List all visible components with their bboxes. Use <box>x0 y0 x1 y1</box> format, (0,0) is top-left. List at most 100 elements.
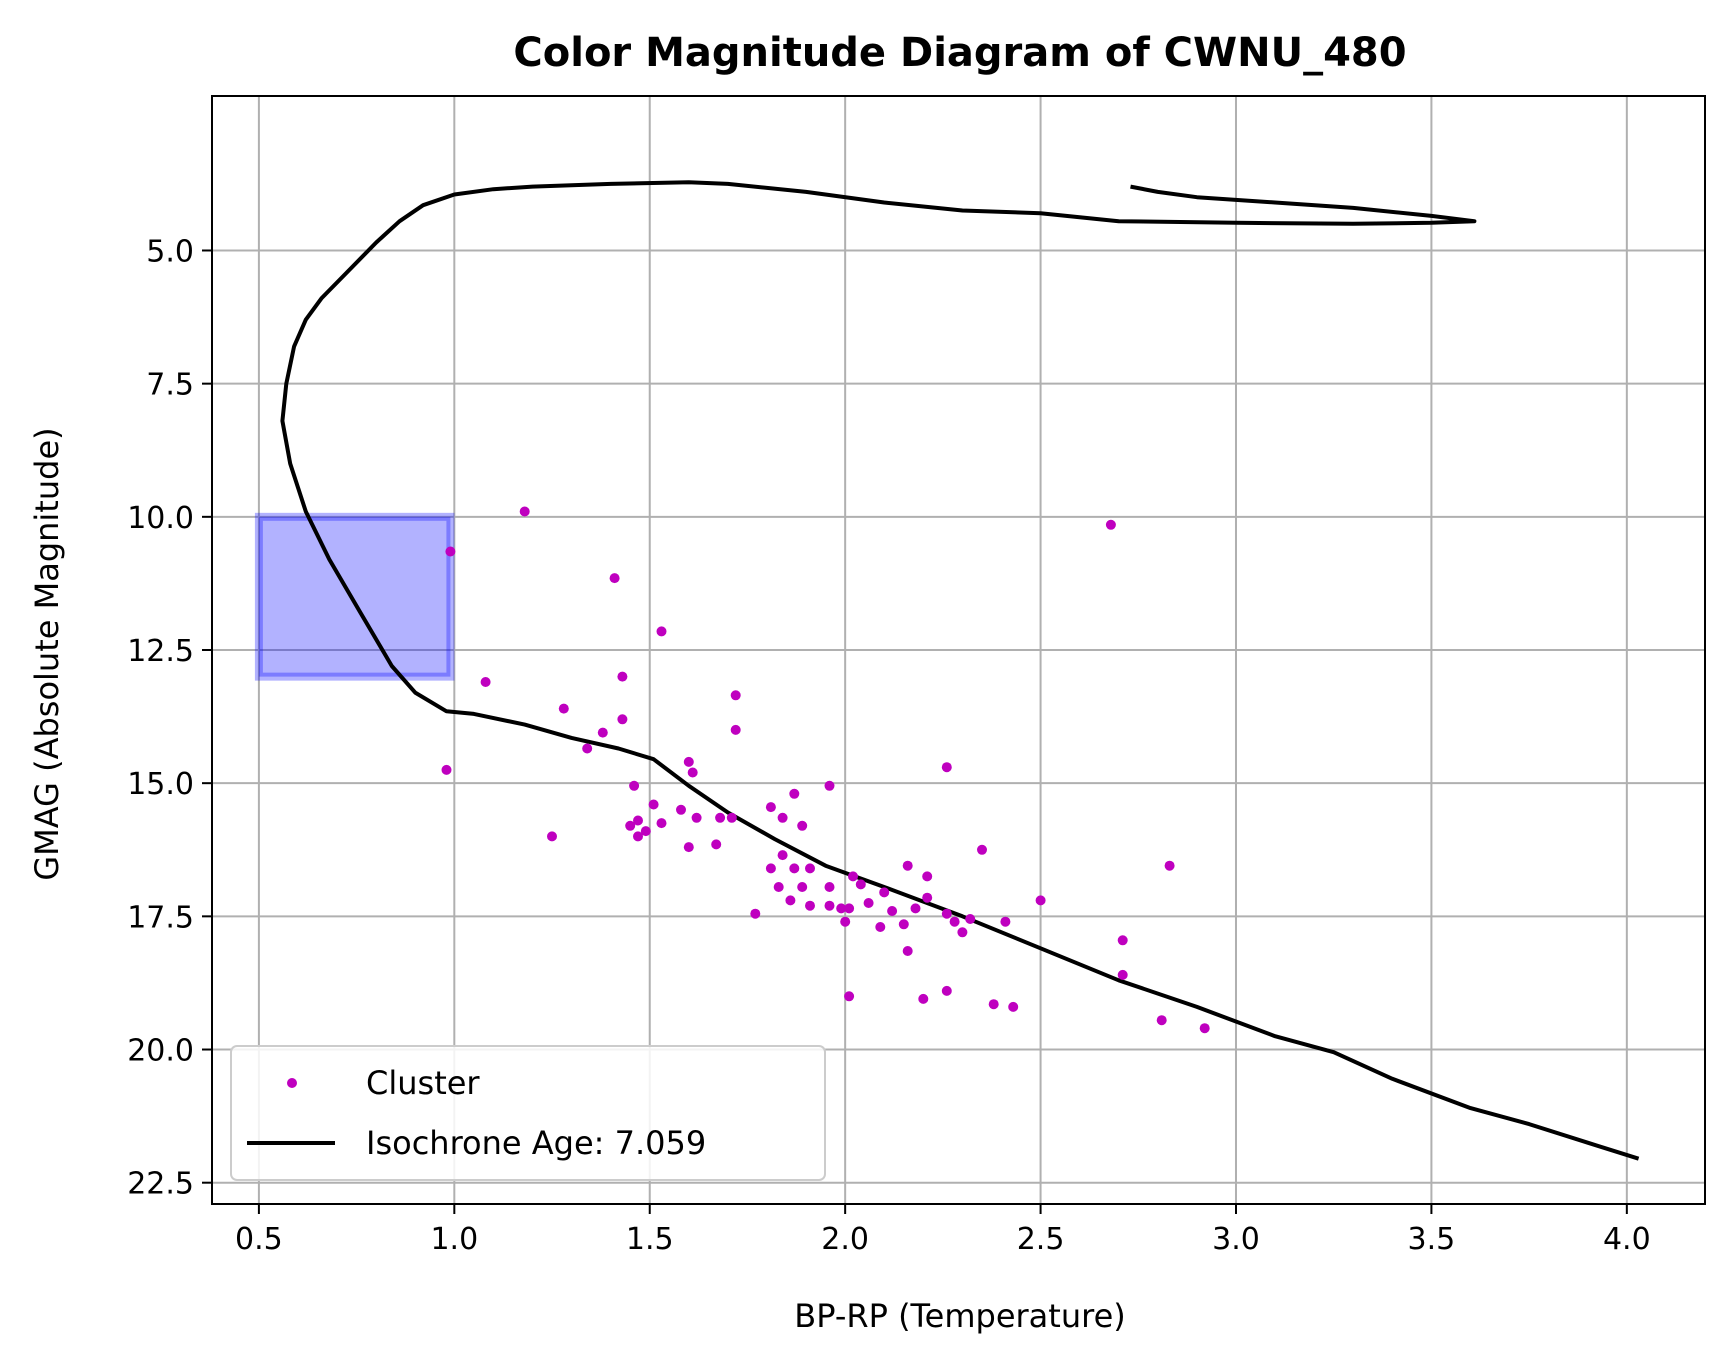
cluster-point <box>805 900 815 911</box>
cluster-point <box>848 871 858 882</box>
cluster-point <box>1156 1015 1167 1026</box>
x-tick-label: 3.0 <box>1212 1222 1260 1257</box>
y-tick-label: 7.5 <box>146 368 194 403</box>
cluster-point <box>633 831 643 842</box>
x-tick-label: 1.5 <box>626 1222 674 1257</box>
highlight-region <box>254 512 455 681</box>
cluster-point <box>629 780 640 791</box>
cluster-point <box>836 903 847 914</box>
cluster-point <box>875 922 886 932</box>
cluster-point <box>633 815 643 826</box>
legend-label-cluster: Cluster <box>366 1064 480 1102</box>
cluster-point <box>750 908 761 919</box>
cluster-point <box>941 908 952 919</box>
cluster-point <box>1164 860 1175 871</box>
y-tick-label: 5.0 <box>146 234 194 269</box>
cluster-point <box>844 903 855 914</box>
cluster-point <box>941 985 952 996</box>
x-axis-label: BP-RP (Temperature) <box>794 1297 1125 1335</box>
cluster-point <box>902 946 913 956</box>
cluster-point <box>965 914 976 924</box>
cluster-point <box>1008 1001 1019 1012</box>
isochrone-line <box>280 180 1640 1161</box>
cluster-point <box>480 677 491 687</box>
cluster-point <box>879 887 890 898</box>
cluster-point <box>922 892 933 903</box>
cluster-point <box>789 788 800 799</box>
cluster-point <box>683 842 694 853</box>
cluster-point <box>765 863 776 874</box>
cluster-point <box>840 916 851 927</box>
cluster-point <box>730 690 741 701</box>
cluster-point <box>844 991 855 1002</box>
cluster-point <box>777 812 788 823</box>
cluster-point <box>1035 895 1046 906</box>
cluster-point <box>1117 969 1128 980</box>
x-tick-label: 1.0 <box>430 1222 478 1257</box>
x-tick-label: 4.0 <box>1603 1222 1651 1257</box>
cluster-point <box>1000 916 1011 927</box>
cluster-point <box>582 743 593 754</box>
cluster-point <box>824 780 835 791</box>
cluster-point <box>676 804 686 815</box>
cluster-point <box>691 812 702 823</box>
y-tick-label: 10.0 <box>127 501 194 536</box>
cluster-point <box>902 860 913 871</box>
legend-marker-cluster <box>287 1078 297 1088</box>
cluster-point <box>773 882 784 892</box>
cluster-point <box>855 879 866 890</box>
cluster-point <box>863 898 874 908</box>
y-tick-label: 22.5 <box>127 1167 194 1202</box>
x-tick-label: 2.5 <box>1017 1222 1065 1257</box>
cluster-point <box>988 999 999 1010</box>
cluster-point <box>941 762 952 773</box>
cluster-point <box>730 724 741 735</box>
cluster-point <box>1105 519 1116 530</box>
chart-title: Color Magnitude Diagram of CWNU_480 <box>513 30 1406 76</box>
cluster-point <box>445 546 456 557</box>
cluster-point <box>789 863 800 874</box>
cluster-points-layer <box>441 506 1210 1034</box>
cluster-point <box>715 812 726 823</box>
legend-label-isochrone: Isochrone Age: 7.059 <box>366 1124 706 1162</box>
cluster-point <box>683 756 694 767</box>
x-tick-label: 2.0 <box>821 1222 869 1257</box>
cluster-point <box>711 839 722 850</box>
cluster-point <box>765 802 776 813</box>
axis-ticks: 0.5 1.0 1.5 2.0 2.5 3.0 3.5 4.0 5.0 7.5 10.0 12.5 15… <box>127 234 1650 1257</box>
cluster-point <box>797 882 808 892</box>
cluster-point <box>609 573 620 584</box>
cluster-point <box>1199 1023 1210 1034</box>
cluster-point <box>805 863 815 874</box>
cluster-point <box>898 919 909 930</box>
cluster-point <box>640 826 651 837</box>
cluster-point <box>648 799 659 810</box>
cluster-point <box>547 831 557 842</box>
cluster-point <box>918 993 929 1004</box>
y-tick-label: 12.5 <box>127 634 194 669</box>
cluster-point <box>910 903 921 914</box>
cluster-point <box>617 714 628 725</box>
cluster-point <box>597 727 608 738</box>
cluster-point <box>558 703 569 714</box>
y-tick-label: 17.5 <box>127 900 194 935</box>
cluster-point <box>977 844 987 855</box>
x-tick-label: 0.5 <box>235 1222 283 1257</box>
cluster-point <box>519 506 530 517</box>
cluster-point <box>777 850 788 861</box>
x-tick-label: 3.5 <box>1408 1222 1456 1257</box>
y-tick-label: 15.0 <box>127 767 194 802</box>
cluster-point <box>656 818 667 829</box>
cluster-point <box>441 764 452 775</box>
cluster-point <box>656 626 667 637</box>
y-tick-label: 20.0 <box>127 1034 194 1069</box>
cluster-point <box>785 895 796 906</box>
y-axis-label: GMAG (Absolute Magnitude) <box>28 427 66 880</box>
cluster-point <box>617 671 628 682</box>
cluster-point <box>824 900 835 911</box>
cluster-point <box>1117 935 1128 946</box>
legend: Cluster Isochrone Age: 7.059 <box>230 1045 826 1181</box>
legend-box <box>230 1045 826 1181</box>
isochrone-layer <box>280 180 1640 1161</box>
cluster-point <box>957 927 968 938</box>
